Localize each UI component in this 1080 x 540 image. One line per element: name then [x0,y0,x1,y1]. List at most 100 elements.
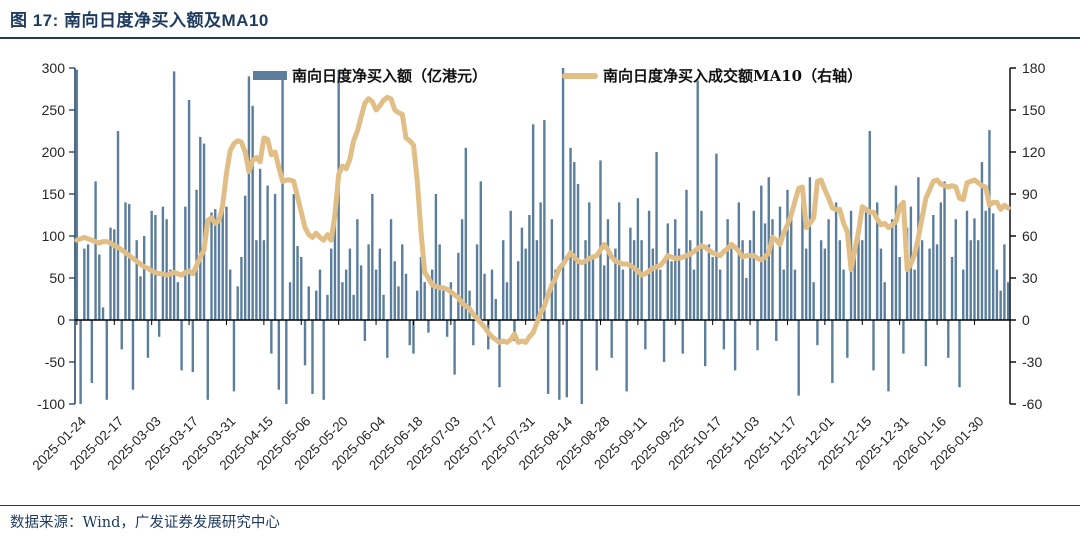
left-axis-tick-label: -100 [37,396,65,412]
net-buy-bar [341,282,344,320]
ma10-line [74,94,1011,345]
net-buy-bar [285,320,288,404]
net-buy-bar [872,320,875,371]
net-buy-bar [883,282,886,320]
net-buy-bar [75,69,79,321]
net-buy-bar [464,147,468,320]
net-buy-bar [371,194,374,320]
net-buy-bar [853,257,856,320]
net-buy-bar [475,244,479,320]
net-buy-bar [255,240,258,320]
net-buy-bar [879,248,883,320]
net-buy-bar [647,210,651,320]
net-buy-bar [599,160,602,320]
net-buy-bar [225,206,228,320]
net-buy-bar [662,320,666,362]
net-buy-bar [262,240,266,320]
net-buy-bar [591,257,595,320]
net-buy-bar [445,320,449,337]
net-buy-bar [363,320,367,341]
net-buy-bar [502,240,505,320]
legend-net-buy-label: 南向日度净买入额（亿港元） [292,67,488,85]
header-rule [0,37,1080,39]
net-buy-bar [356,219,359,320]
net-buy-bar [240,257,243,320]
net-buy-bar [760,185,763,320]
net-buy-bar [711,257,714,320]
net-buy-bar [315,290,318,320]
net-buy-bar [273,194,277,320]
net-buy-bar [442,290,445,320]
net-buy-bar [782,269,785,320]
net-buy-bar [367,244,370,320]
net-buy-bar [509,210,512,320]
net-buy-bar [819,240,823,320]
net-buy-bar [928,248,931,320]
net-buy-bar [386,320,389,358]
net-buy-bar [621,269,625,320]
net-buy-bar [718,269,722,320]
net-buy-bar [655,152,658,320]
net-buy-bar [120,320,123,350]
net-buy-bar [793,269,797,320]
net-buy-bar [229,269,232,320]
net-buy-bar [629,227,632,320]
net-buy-bar [550,219,554,320]
net-buy-bar [94,181,97,320]
net-buy-bar [737,202,741,320]
net-buy-bar [83,248,86,320]
net-buy-bar [558,320,561,400]
net-buy-bar [318,269,322,320]
figure-header: 图 17: 南向日度净买入额及MA10 [10,6,1070,31]
net-buy-bar [606,219,610,320]
net-buy-bar [876,202,879,320]
net-buy-bar [790,210,793,320]
bar-series-swatch [253,71,287,80]
net-buy-bar [812,282,815,320]
left-axis-tick-label: -50 [45,354,65,370]
net-buy-bar [131,320,135,390]
net-buy-bar [300,257,303,320]
net-buy-bar [763,223,767,320]
net-buy-bar [539,202,542,320]
net-buy-bar [113,229,116,320]
net-buy-bar [775,320,778,341]
net-buy-bar [210,212,213,320]
net-buy-bar [670,261,673,320]
net-buy-bar [797,320,800,396]
net-buy-bar [603,265,606,320]
legend-item-ma10: 南向日度净买入成交额MA10（右轴） [562,65,862,86]
net-buy-bar [920,240,924,320]
net-buy-bar [172,71,176,320]
net-buy-bar [771,219,774,320]
net-buy-bar [554,269,557,320]
net-buy-bar [423,282,426,320]
net-buy-bar [206,320,209,400]
net-buy-bar [995,269,999,320]
net-buy-bar [438,244,441,320]
net-buy-bar [165,219,168,320]
figure-title: 图 17: 南向日度净买入额及MA10 [10,11,269,30]
net-buy-bar [988,130,991,320]
net-buy-bar [573,162,576,320]
net-buy-bar [569,147,572,320]
left-axis-tick-label: 100 [42,228,66,244]
net-buy-bar [344,269,348,320]
net-buy-bar [954,219,957,320]
net-buy-bar [565,320,569,398]
right-axis-tick-label: 0 [1022,312,1030,328]
net-buy-bar [430,269,434,320]
net-buy-bar [733,320,737,371]
net-buy-bar [217,215,221,320]
net-buy-bar [561,68,565,320]
net-buy-bar [977,240,980,320]
net-buy-bar [666,223,669,320]
net-buy-bar [894,185,898,320]
net-buy-bar [834,202,838,320]
net-buy-bar [296,246,299,320]
net-buy-bar [169,269,172,320]
net-buy-bar [457,252,460,320]
net-buy-bar [524,248,527,320]
left-axis-tick-label: 300 [42,60,66,76]
net-buy-bar [307,286,310,320]
